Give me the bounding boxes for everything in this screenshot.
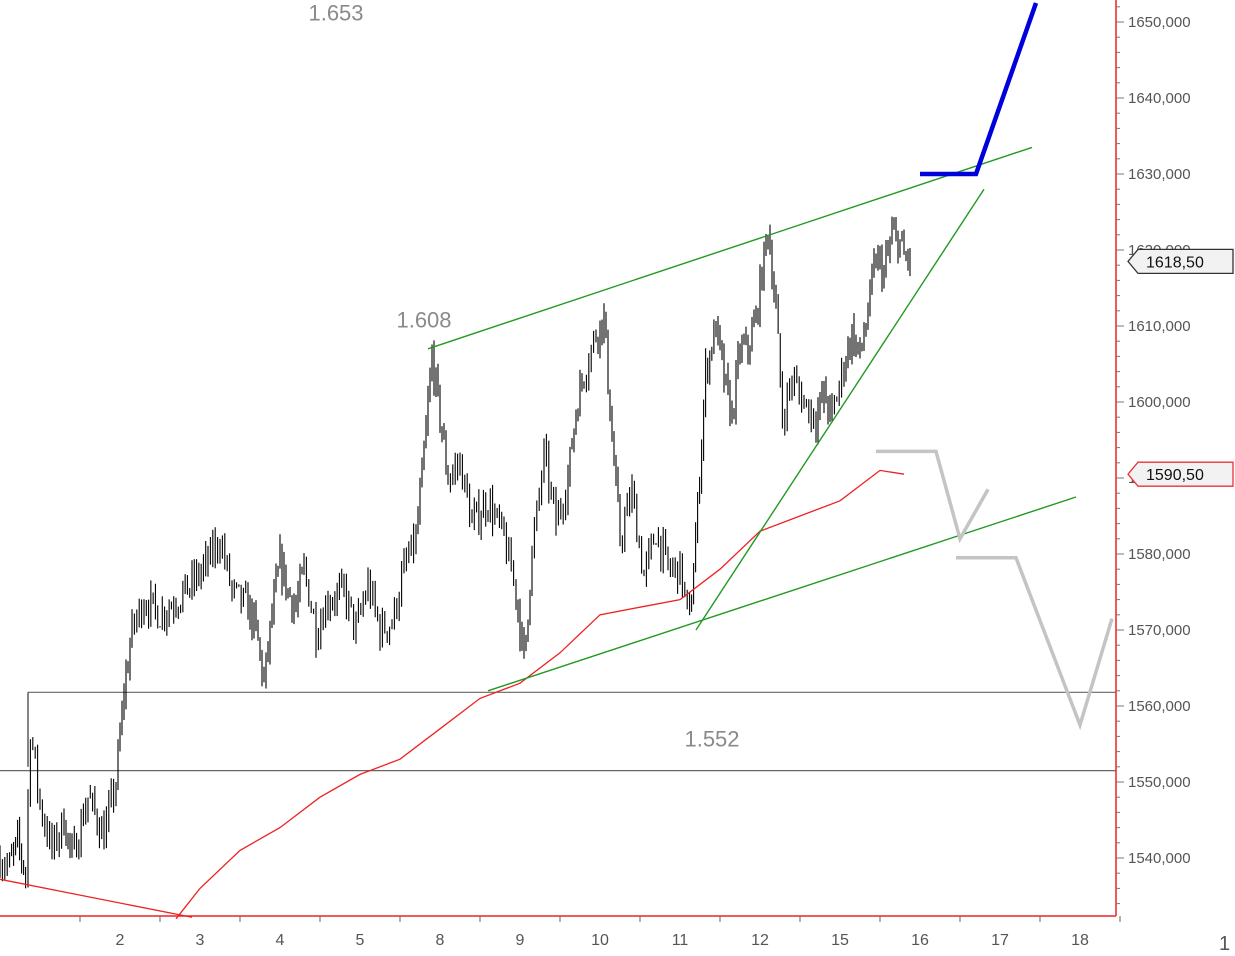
- price-tag-box: [1127, 248, 1234, 275]
- x-tick-label: 11: [672, 932, 689, 949]
- level-label-1: 1.608: [396, 308, 451, 333]
- overlay-series-5: [920, 2, 1039, 177]
- x-tick-label: 3: [196, 932, 205, 949]
- y-tick-label: 1650,000: [1128, 14, 1191, 31]
- level-label-2: 1.552: [684, 726, 739, 751]
- y-tick-label: 1640,000: [1128, 90, 1191, 107]
- x-tick-label: 9: [516, 932, 525, 949]
- y-axis: 1540,000 1550,000 1560,000 1570,000 1580,000…: [1115, 0, 1191, 916]
- x-axis: 2 3 4 5 8 9 10 11 12 15 16 17 18: [0, 915, 1121, 949]
- level-labels: 1.653 1.608 1.552: [308, 0, 739, 751]
- corner-label: 1: [1219, 933, 1230, 955]
- overlay-series-2: [427, 146, 1033, 350]
- price-bars: [0, 216, 911, 889]
- overlay-series-1: [0, 878, 193, 918]
- x-tick-label: 10: [591, 932, 609, 949]
- x-tick-label: 5: [356, 932, 365, 949]
- x-tick-label: 16: [911, 932, 929, 949]
- y-tick-label: 1630,000: [1128, 166, 1191, 183]
- overlay-series-7: [956, 556, 1114, 731]
- overlay-series-3: [487, 496, 1077, 692]
- price-tags: 1618,50 1590,50: [1127, 248, 1234, 487]
- y-tick-label: 1600,000: [1128, 394, 1191, 411]
- x-tick-label: 17: [991, 932, 1009, 949]
- price-tag-1: 1590,50: [1127, 461, 1234, 487]
- y-tick-label: 1540,000: [1128, 850, 1191, 867]
- plot-area: 1.653 1.608 1.552: [0, 0, 1116, 920]
- x-tick-label: 15: [831, 932, 849, 949]
- price-tag-0: 1618,50: [1127, 248, 1234, 275]
- x-tick-label: 18: [1071, 932, 1089, 949]
- y-tick-label: 1550,000: [1128, 774, 1191, 791]
- horizontal-levels: [0, 691, 1116, 772]
- y-tick-label: 1560,000: [1128, 698, 1191, 715]
- y-tick-label: 1580,000: [1128, 546, 1191, 563]
- x-tick-label: 4: [276, 932, 285, 949]
- price-tag-label: 1590,50: [1146, 467, 1204, 484]
- price-tag-label: 1618,50: [1146, 254, 1204, 271]
- price-tag-box: [1127, 461, 1234, 487]
- overlay-series-0: [175, 469, 905, 920]
- y-tick-label: 1610,000: [1128, 318, 1191, 335]
- x-tick-label: 8: [436, 932, 445, 949]
- y-tick-label: 1570,000: [1128, 622, 1191, 639]
- overlay-series-4: [695, 188, 985, 631]
- x-tick-label: 2: [116, 932, 125, 949]
- x-tick-label: 12: [751, 932, 769, 949]
- overlay-lines: [0, 2, 1114, 920]
- overlay-series-6: [876, 449, 990, 544]
- level-label-0: 1.653: [308, 0, 363, 25]
